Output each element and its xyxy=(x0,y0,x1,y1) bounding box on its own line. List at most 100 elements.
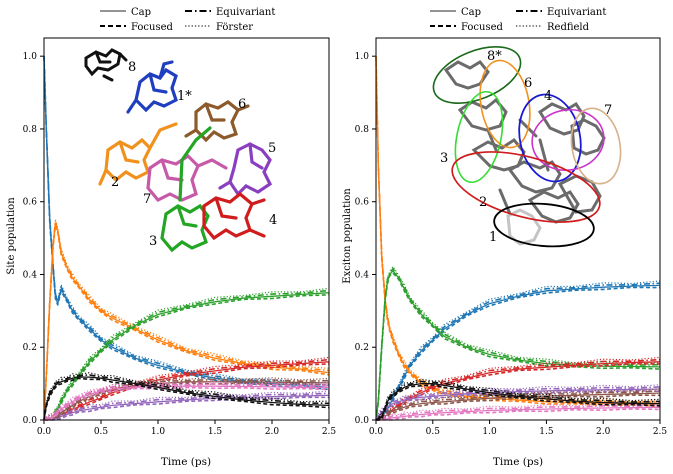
chromophore-8 xyxy=(84,48,128,82)
x-tick-label: 2.5 xyxy=(653,427,668,437)
series-line-7 xyxy=(43,381,330,421)
series-line-2 xyxy=(375,56,661,405)
x-tick-label: 0.0 xyxy=(37,427,52,437)
y-tick-label: 0.4 xyxy=(355,270,370,280)
x-tick-label: 1.5 xyxy=(208,427,223,437)
exciton-ellipse-8 xyxy=(432,46,522,104)
plot-frame-right xyxy=(375,37,661,421)
chromophore-4 xyxy=(202,191,266,241)
legend-label-redfield: Redfield xyxy=(547,22,590,33)
series-line-2 xyxy=(375,56,661,404)
series-line-7 xyxy=(375,404,661,421)
legend-label-focused: Focused xyxy=(131,22,174,33)
x-tick-label: 1.0 xyxy=(482,427,497,437)
legend-label-cap: Cap xyxy=(131,7,151,18)
y-tick-label: 1.0 xyxy=(23,52,38,62)
axis-ticks: 0.0 0.5 1.0 1.5 2.0 2.5 0.0 0.2 0.4 0.6 0.8 1.0 xyxy=(23,52,337,437)
x-tick-label: 1.0 xyxy=(151,427,166,437)
x-tick-label: 0.0 xyxy=(369,427,384,437)
exciton-ellipse-3 xyxy=(454,90,504,184)
y-tick-label: 0.0 xyxy=(355,416,370,426)
legend-label-focused: Focused xyxy=(461,22,504,33)
series-line-1 xyxy=(376,286,661,421)
series-line-5 xyxy=(44,396,330,421)
plot-frame-left xyxy=(43,37,330,421)
series-line-1 xyxy=(375,280,661,421)
series-line-7 xyxy=(44,385,329,421)
series-line-7 xyxy=(376,406,661,421)
chromophore-1 xyxy=(126,60,178,114)
inset-label-8: 8 xyxy=(128,60,136,75)
inset-label-1: 1 xyxy=(489,230,497,245)
series-line-7 xyxy=(43,383,330,421)
inset-label-4: 4 xyxy=(544,89,552,104)
inset-label-4: 4 xyxy=(269,213,277,228)
series-line-3 xyxy=(375,265,661,421)
series-line-5 xyxy=(43,390,330,421)
y-tick-label: 0.6 xyxy=(23,198,38,208)
series-line-4 xyxy=(43,358,330,421)
inset-label-7: 7 xyxy=(604,103,612,118)
chromophore-6 xyxy=(184,100,250,143)
series-lines xyxy=(375,56,661,421)
x-axis-label: Time (ps) xyxy=(161,456,211,468)
exciton-ellipse-2 xyxy=(451,151,601,223)
site-population-panel: Site population Time (ps) 0.0 0.5 1.0 1.5 2.… xyxy=(6,48,337,468)
inset-label-2: 2 xyxy=(111,175,119,190)
series-line-6 xyxy=(375,390,661,421)
exciton-ellipse-5 xyxy=(531,109,605,171)
x-tick-label: 0.5 xyxy=(426,427,441,437)
series-lines xyxy=(43,56,330,421)
exciton-ellipse-6 xyxy=(479,59,531,149)
y-tick-label: 0.2 xyxy=(355,343,369,353)
chromophore-7 xyxy=(146,153,228,202)
series-line-4 xyxy=(375,358,661,421)
series-line-8 xyxy=(43,374,330,421)
series-line-2 xyxy=(43,224,330,421)
series-line-8 xyxy=(43,377,330,421)
series-line-1 xyxy=(43,56,330,388)
series-line-8 xyxy=(375,378,661,421)
inset-label-6: 6 xyxy=(238,97,246,112)
y-tick-label: 0.4 xyxy=(23,270,38,280)
series-line-4 xyxy=(44,361,330,421)
x-tick-label: 1.5 xyxy=(539,427,554,437)
series-line-8 xyxy=(43,372,330,421)
y-tick-label: 1.0 xyxy=(355,52,370,62)
lightgray-chromophore-1 xyxy=(506,208,542,246)
series-line-1 xyxy=(43,56,330,384)
y-tick-label: 0.6 xyxy=(355,198,370,208)
exciton-ellipse-7 xyxy=(570,107,622,185)
inset-label-3: 3 xyxy=(440,151,448,166)
inset-label-8: 8* xyxy=(487,49,502,64)
exciton-ellipse-4 xyxy=(518,93,582,183)
series-line-3 xyxy=(43,289,330,421)
chromophore-5 xyxy=(218,142,273,197)
inset-label-2: 2 xyxy=(479,195,487,210)
inset-label-1: 1* xyxy=(177,89,192,104)
series-line-2 xyxy=(375,56,661,402)
x-tick-label: 2.0 xyxy=(265,427,280,437)
inset-label-3: 3 xyxy=(149,234,157,249)
legend-label-equivariant: Equivariant xyxy=(547,7,606,18)
y-tick-label: 0.8 xyxy=(23,125,38,135)
y-tick-label: 0.2 xyxy=(23,343,37,353)
series-line-6 xyxy=(376,392,661,421)
legend-left: Cap Equivariant Focused Förster xyxy=(100,7,275,33)
legend-label-equivariant: Equivariant xyxy=(216,7,275,18)
legend-label-cap: Cap xyxy=(461,7,481,18)
x-axis-label: Time (ps) xyxy=(493,456,543,468)
axis-ticks: 0.0 0.5 1.0 1.5 2.0 2.5 0.0 0.2 0.4 0.6 0.8 1.0 xyxy=(355,52,668,437)
exciton-population-panel: Exciton population Time (ps) 0.0 0.5 1.0 1.… xyxy=(342,46,668,468)
inset-label-7: 7 xyxy=(143,192,151,207)
y-axis-label: Site population xyxy=(6,197,17,275)
y-tick-label: 0.8 xyxy=(355,125,370,135)
inset-label-5: 5 xyxy=(268,141,276,156)
chromophore-2 xyxy=(98,122,178,186)
inset-label-6: 6 xyxy=(524,76,532,91)
x-tick-label: 0.5 xyxy=(94,427,109,437)
series-line-6 xyxy=(43,376,330,421)
exciton-ellipse-1 xyxy=(493,202,595,248)
x-tick-label: 2.0 xyxy=(596,427,611,437)
